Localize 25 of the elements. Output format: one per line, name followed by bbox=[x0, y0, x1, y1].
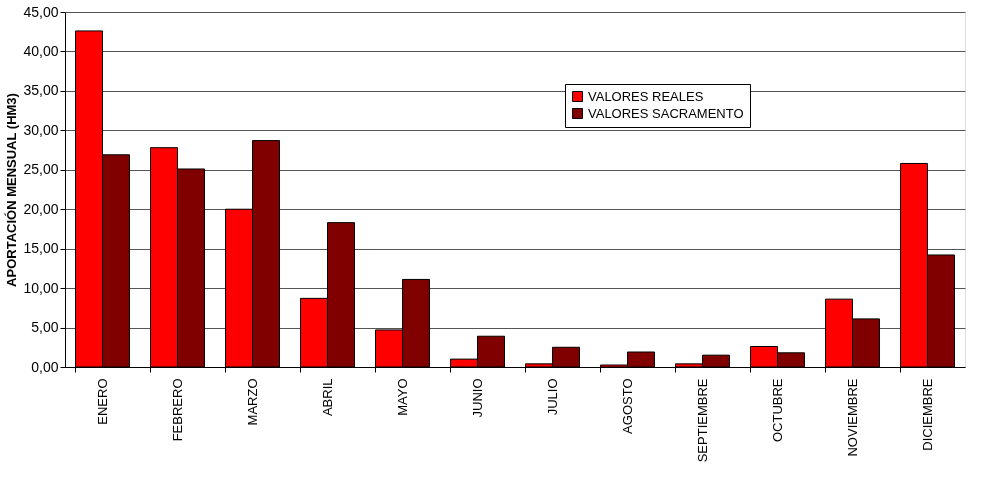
x-tick-label: MAYO bbox=[394, 378, 410, 416]
y-tick-label: 45,00 bbox=[23, 3, 59, 20]
x-tick-label: ABRIL bbox=[319, 378, 335, 417]
y-tick-label: 40,00 bbox=[23, 42, 59, 59]
y-tick-label: 30,00 bbox=[23, 121, 59, 138]
x-tick-label: MARZO bbox=[244, 378, 260, 426]
y-axis-title: APORTACIÓN MENSUAL (HM3) bbox=[4, 93, 20, 287]
y-tick-label: 20,00 bbox=[23, 200, 59, 217]
y-tick-label: 15,00 bbox=[23, 240, 59, 257]
legend-label: VALORES REALES bbox=[588, 88, 704, 104]
x-tick-label: AGOSTO bbox=[619, 378, 635, 434]
y-tick-label: 5,00 bbox=[31, 319, 59, 336]
x-tick-label: NOVIEMBRE bbox=[844, 378, 860, 457]
y-tick-label: 35,00 bbox=[23, 82, 59, 99]
y-tick-label: 0,00 bbox=[31, 358, 59, 375]
legend-label: VALORES SACRAMENTO bbox=[588, 105, 744, 121]
x-tick-label: OCTUBRE bbox=[769, 378, 785, 443]
x-tick-label: ENERO bbox=[94, 378, 110, 425]
x-tick-label: JULIO bbox=[544, 378, 560, 416]
x-tick-label: JUNIO bbox=[469, 378, 485, 418]
x-tick-label: SEPTIEMBRE bbox=[694, 378, 710, 463]
y-tick-label: 25,00 bbox=[23, 161, 59, 178]
x-tick-label: DICIEMBRE bbox=[919, 378, 935, 451]
y-tick-label: 10,00 bbox=[23, 279, 59, 296]
x-tick-label: FEBRERO bbox=[169, 378, 185, 442]
